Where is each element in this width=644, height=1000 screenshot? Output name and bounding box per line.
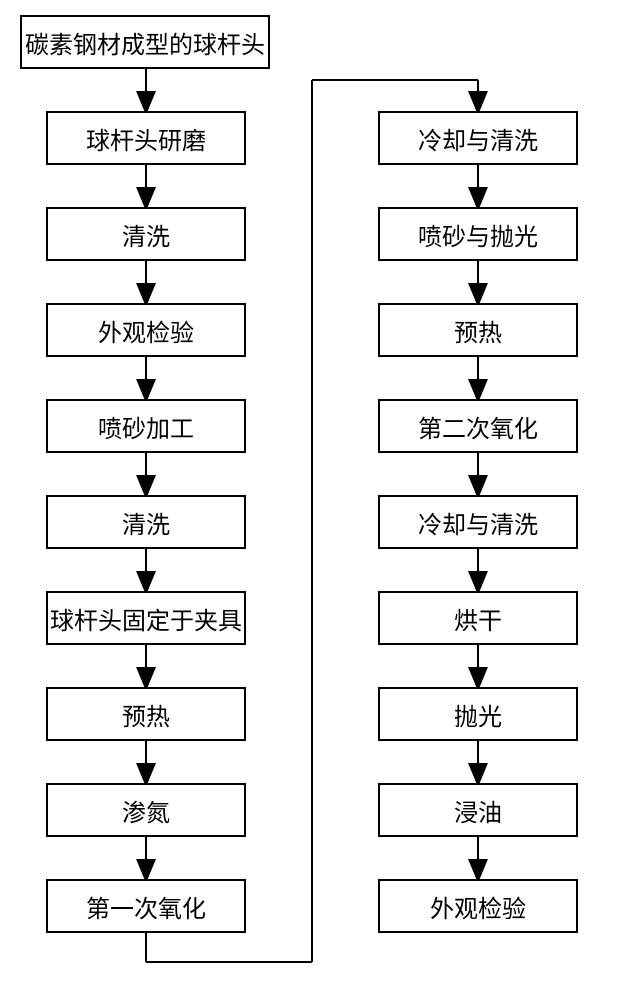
- flow-node-label: 球杆头固定于夹具: [50, 601, 242, 636]
- flow-node-label: 浸油: [454, 793, 502, 828]
- flow-node-label: 喷砂与抛光: [418, 217, 538, 252]
- flow-node-label: 外观检验: [98, 313, 194, 348]
- flow-node-n10: 冷却与清洗: [378, 111, 578, 165]
- flow-node-n9: 第一次氧化: [46, 879, 246, 933]
- flow-node-label: 喷砂加工: [98, 409, 194, 444]
- flow-node-label: 碳素钢材成型的球杆头: [25, 25, 265, 60]
- flow-node-label: 第一次氧化: [86, 889, 206, 924]
- flow-node-n2: 清洗: [46, 207, 246, 261]
- flow-node-label: 球杆头研磨: [86, 121, 206, 156]
- flow-node-n14: 冷却与清洗: [378, 495, 578, 549]
- flow-node-n6: 球杆头固定于夹具: [46, 591, 246, 645]
- flow-node-n4: 喷砂加工: [46, 399, 246, 453]
- flow-node-label: 清洗: [122, 217, 170, 252]
- flow-node-n16: 抛光: [378, 687, 578, 741]
- flow-node-n3: 外观检验: [46, 303, 246, 357]
- flowchart-container: 碳素钢材成型的球杆头球杆头研磨清洗外观检验喷砂加工清洗球杆头固定于夹具预热渗氮第…: [0, 0, 644, 1000]
- flow-node-n18: 外观检验: [378, 879, 578, 933]
- flow-node-label: 冷却与清洗: [418, 121, 538, 156]
- flow-node-n5: 清洗: [46, 495, 246, 549]
- flow-node-label: 冷却与清洗: [418, 505, 538, 540]
- flow-node-label: 预热: [454, 313, 502, 348]
- flow-node-label: 预热: [122, 697, 170, 732]
- flow-node-label: 渗氮: [122, 793, 170, 828]
- flow-node-n1: 球杆头研磨: [46, 111, 246, 165]
- flow-node-label: 外观检验: [430, 889, 526, 924]
- flow-node-n12: 预热: [378, 303, 578, 357]
- flow-node-label: 清洗: [122, 505, 170, 540]
- flow-node-n17: 浸油: [378, 783, 578, 837]
- flow-node-n7: 预热: [46, 687, 246, 741]
- flow-node-n11: 喷砂与抛光: [378, 207, 578, 261]
- flow-node-n8: 渗氮: [46, 783, 246, 837]
- flow-node-label: 第二次氧化: [418, 409, 538, 444]
- flow-node-n15: 烘干: [378, 591, 578, 645]
- flow-node-label: 烘干: [454, 601, 502, 636]
- flow-node-n0: 碳素钢材成型的球杆头: [20, 15, 270, 69]
- flow-node-label: 抛光: [454, 697, 502, 732]
- flow-node-n13: 第二次氧化: [378, 399, 578, 453]
